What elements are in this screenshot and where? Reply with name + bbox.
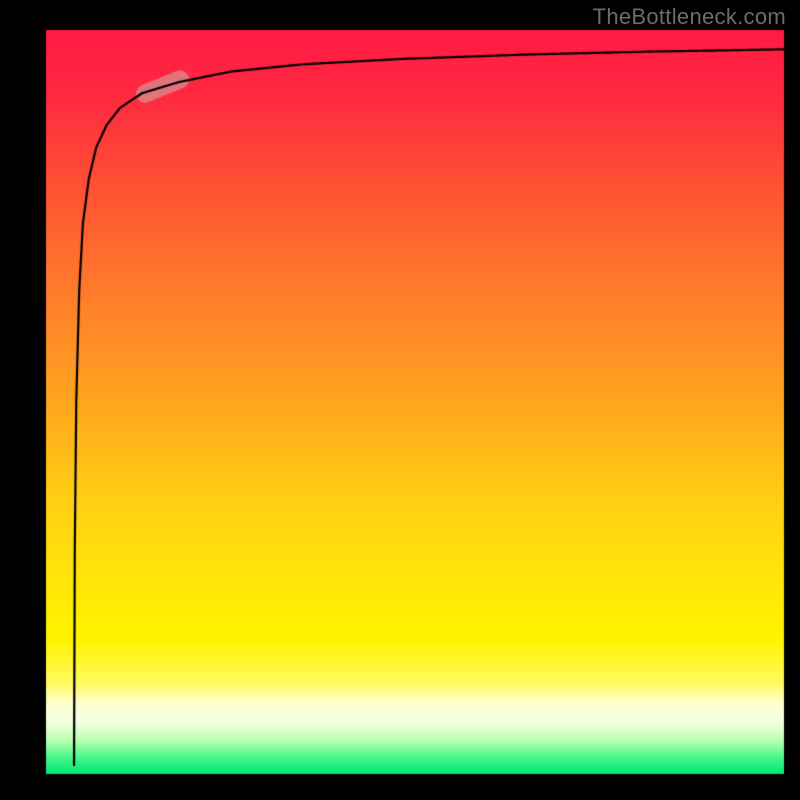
chart-container: TheBottleneck.com xyxy=(0,0,800,800)
plot-canvas xyxy=(0,0,800,800)
watermark-label: TheBottleneck.com xyxy=(593,4,786,30)
